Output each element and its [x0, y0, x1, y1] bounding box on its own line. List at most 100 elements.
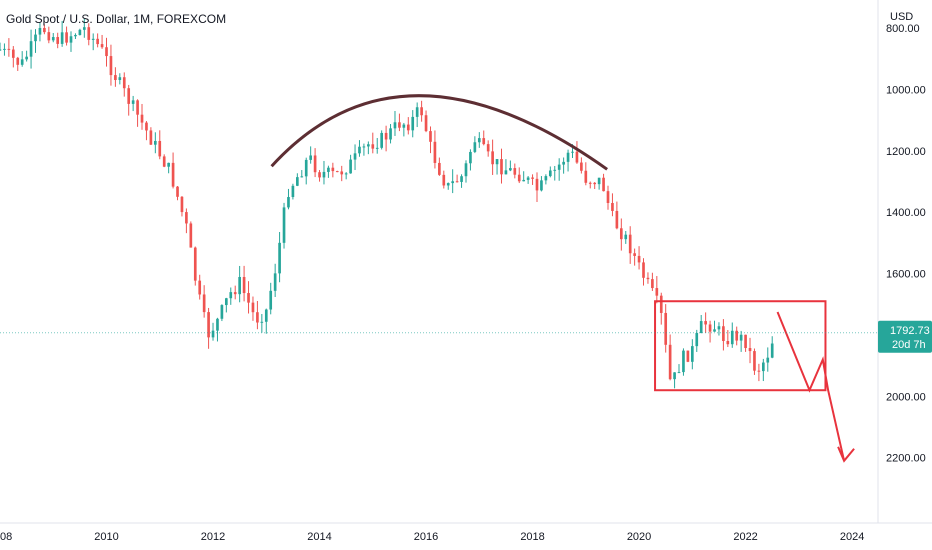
- candle-body: [553, 169, 557, 171]
- candle-body: [486, 144, 490, 152]
- candle-body: [469, 151, 472, 164]
- candle-body: [176, 186, 179, 197]
- candle-body: [260, 321, 264, 323]
- candle-body: [69, 36, 73, 43]
- x-tick-label: 2014: [307, 531, 331, 543]
- candle-body: [291, 185, 295, 198]
- candle-body: [47, 32, 51, 41]
- candle-body: [513, 168, 517, 175]
- candle-body: [358, 146, 361, 154]
- x-tick-label: 2022: [733, 531, 757, 543]
- candle-body: [500, 159, 503, 175]
- candle-body: [29, 41, 33, 57]
- candle-body: [233, 292, 237, 295]
- candle-body: [540, 180, 543, 191]
- candle-body: [597, 177, 601, 185]
- candle-body: [668, 344, 672, 380]
- candle-body: [548, 170, 552, 177]
- candle-body: [264, 309, 268, 322]
- candle-body: [296, 177, 299, 186]
- candle-body: [637, 255, 641, 263]
- candle-body: [78, 29, 82, 35]
- candle-body: [25, 56, 28, 60]
- x-tick-label: 2018: [520, 531, 544, 543]
- candle-body: [580, 162, 583, 171]
- candle-body: [140, 114, 144, 123]
- candle-body: [153, 140, 157, 145]
- candle-body: [433, 141, 437, 163]
- x-tick-label: 2012: [201, 531, 225, 543]
- y-tick-label: 1200.00: [886, 146, 926, 158]
- candle-body: [322, 171, 326, 178]
- candle-body: [642, 262, 645, 278]
- candle-body: [735, 330, 739, 341]
- y-tick-label: 1000.00: [886, 85, 926, 97]
- candle-body: [87, 27, 91, 40]
- candle-body: [371, 144, 375, 149]
- candle-body: [313, 155, 317, 173]
- candle-body: [375, 147, 379, 149]
- candle-body: [180, 196, 184, 213]
- x-tick-label: 2024: [840, 531, 864, 543]
- candle-body: [309, 155, 312, 160]
- candle-body: [43, 27, 46, 33]
- candle-body: [509, 168, 512, 171]
- candle-body: [722, 326, 725, 341]
- candle-body: [56, 37, 60, 44]
- candle-body: [300, 176, 304, 178]
- candle-body: [256, 312, 259, 323]
- candle-body: [615, 210, 619, 229]
- candle-body: [526, 177, 530, 180]
- candle-body: [118, 77, 122, 81]
- last-price-value: 1792.73: [890, 325, 930, 337]
- candle-body: [162, 156, 166, 167]
- candle-body: [606, 191, 610, 203]
- candle-body: [96, 38, 99, 45]
- candle-body: [593, 182, 597, 185]
- candle-body: [690, 346, 694, 362]
- candle-body: [11, 49, 15, 58]
- candle-body: [588, 182, 592, 184]
- candle-body: [651, 279, 654, 289]
- candle-body: [122, 77, 126, 89]
- candle-body: [3, 48, 6, 50]
- candle-body: [753, 351, 756, 371]
- candle-body: [367, 144, 370, 147]
- x-tick-label: 2020: [627, 531, 651, 543]
- candle-body: [766, 357, 770, 363]
- candle-body: [477, 138, 481, 143]
- candle-body: [136, 100, 139, 115]
- candle-body: [562, 161, 565, 165]
- candle-body: [353, 153, 357, 160]
- candle-body: [682, 350, 685, 373]
- projection-arrowhead: [837, 446, 855, 463]
- candle-body: [686, 350, 690, 362]
- candle-body: [238, 276, 241, 295]
- candle-body: [655, 288, 659, 296]
- candle-body: [473, 142, 477, 152]
- chart-title: Gold Spot / U.S. Dollar, 1M, FOREXCOM: [6, 12, 226, 26]
- x-tick-label: 2016: [414, 531, 438, 543]
- candle-body: [708, 324, 712, 332]
- candle-body: [198, 280, 202, 295]
- candle-body: [158, 140, 162, 157]
- candle-body: [185, 212, 188, 224]
- candle-body: [287, 197, 290, 208]
- candle-body: [82, 27, 86, 30]
- candle-body: [495, 159, 499, 165]
- candle-body: [744, 334, 747, 349]
- candle-body: [109, 56, 113, 76]
- y-tick-label: 1400.00: [886, 207, 926, 219]
- candle-body: [384, 132, 388, 140]
- candle-body: [105, 47, 108, 57]
- x-tick-label: 2008: [0, 531, 12, 543]
- candle-body: [167, 162, 170, 167]
- candle-body: [442, 174, 446, 186]
- candle-body: [464, 163, 468, 177]
- candle-body: [646, 277, 650, 280]
- candle-body: [65, 32, 68, 43]
- candle-body: [704, 321, 707, 325]
- candle-body: [460, 176, 463, 182]
